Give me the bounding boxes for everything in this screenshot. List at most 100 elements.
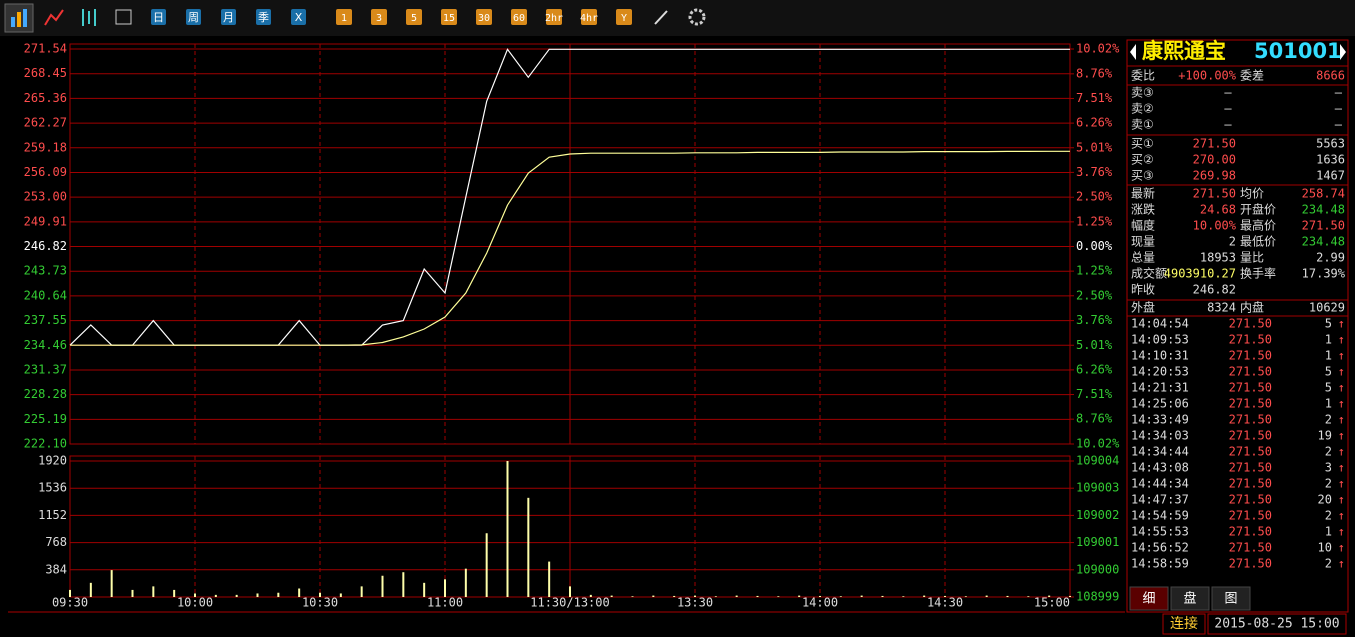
trade-price: 271.50 bbox=[1229, 429, 1272, 443]
minute-label[interactable]: 5 bbox=[411, 13, 417, 24]
minute-label[interactable]: 2hr bbox=[545, 13, 563, 24]
trade-time: 14:09:53 bbox=[1131, 333, 1189, 347]
trade-price: 271.50 bbox=[1229, 461, 1272, 475]
y2-tick-label: 2.50% bbox=[1076, 288, 1113, 302]
trade-time: 14:54:59 bbox=[1131, 509, 1189, 523]
trade-volume: 1 bbox=[1325, 525, 1332, 539]
period-button[interactable] bbox=[151, 9, 166, 25]
trade-price: 271.50 bbox=[1229, 541, 1272, 555]
minute-button[interactable] bbox=[581, 9, 597, 25]
x-tick-label: 14:30 bbox=[927, 596, 963, 610]
volume-bar bbox=[360, 586, 363, 597]
icon-candle[interactable] bbox=[82, 9, 96, 26]
tab[interactable] bbox=[1211, 586, 1251, 611]
bid-volume: 1467 bbox=[1316, 169, 1345, 183]
trade-time: 14:04:54 bbox=[1131, 317, 1189, 331]
minute-button[interactable] bbox=[371, 9, 387, 25]
trade-time: 14:58:59 bbox=[1131, 557, 1189, 571]
trade-direction: ↑ bbox=[1338, 349, 1345, 363]
field-label: 开盘价 bbox=[1240, 202, 1276, 217]
minute-label[interactable]: 30 bbox=[478, 13, 490, 24]
period-label[interactable]: 季 bbox=[258, 11, 269, 24]
field-value: 234.48 bbox=[1302, 235, 1345, 249]
minute-button[interactable] bbox=[546, 9, 562, 25]
trade-time: 14:56:52 bbox=[1131, 541, 1189, 555]
icon-line[interactable] bbox=[44, 9, 64, 26]
minute-button[interactable] bbox=[476, 9, 492, 25]
volume-bar bbox=[69, 589, 71, 597]
icon-gear[interactable] bbox=[688, 8, 706, 26]
minute-button[interactable] bbox=[336, 9, 352, 25]
ask-volume: — bbox=[1335, 102, 1343, 116]
y-tick-label: 262.27 bbox=[24, 116, 67, 130]
next-arrow[interactable] bbox=[1340, 44, 1346, 60]
volume-bar bbox=[173, 589, 176, 597]
ask-volume: — bbox=[1335, 118, 1343, 132]
volume-bar bbox=[214, 594, 217, 597]
period-button[interactable] bbox=[221, 9, 236, 25]
tab-label[interactable]: 盘 bbox=[1183, 591, 1196, 607]
field-label: 均价 bbox=[1240, 187, 1264, 201]
tab[interactable] bbox=[1129, 586, 1169, 611]
x-tick-label: 11:00 bbox=[427, 596, 463, 610]
trade-volume: 19 bbox=[1318, 429, 1332, 443]
prev-arrow[interactable] bbox=[1130, 44, 1136, 60]
ask-price: — bbox=[1224, 86, 1232, 100]
volume-bar bbox=[1006, 595, 1009, 597]
minute-button[interactable] bbox=[406, 9, 422, 25]
period-label[interactable]: 日 bbox=[153, 11, 164, 24]
bid-volume: 1636 bbox=[1316, 153, 1345, 167]
ask-label: 卖② bbox=[1131, 102, 1154, 116]
y-tick-label: 243.73 bbox=[24, 264, 67, 278]
period-button[interactable] bbox=[291, 9, 306, 25]
y2-tick-label: 10.02% bbox=[1076, 437, 1120, 451]
trade-direction: ↑ bbox=[1338, 365, 1345, 379]
y-tick-label: 246.82 bbox=[24, 239, 67, 253]
tab[interactable] bbox=[1170, 586, 1210, 611]
period-label[interactable]: 周 bbox=[188, 11, 199, 24]
y2-tick-label: 2.50% bbox=[1076, 190, 1113, 204]
field-label: 量比 bbox=[1240, 251, 1264, 265]
bid-price: 270.00 bbox=[1193, 153, 1236, 167]
field-label: 换手率 bbox=[1240, 266, 1276, 281]
y2-tick-label: 5.01% bbox=[1076, 338, 1113, 352]
y2-tick-label: 10.02% bbox=[1076, 42, 1120, 56]
period-label[interactable]: X bbox=[295, 11, 303, 24]
trade-price: 271.50 bbox=[1229, 525, 1272, 539]
minute-button[interactable] bbox=[511, 9, 527, 25]
field-label: 最高价 bbox=[1240, 218, 1276, 233]
price-line bbox=[70, 150, 1070, 346]
trade-direction: ↑ bbox=[1338, 333, 1345, 347]
y-tick-label: 271.54 bbox=[24, 42, 67, 56]
period-button[interactable] bbox=[186, 9, 201, 25]
x-tick-label: 09:30 bbox=[52, 596, 88, 610]
tab-label[interactable]: 细 bbox=[1142, 592, 1155, 607]
tab-label[interactable]: 图 bbox=[1224, 592, 1237, 607]
period-button[interactable] bbox=[256, 9, 271, 25]
minute-label[interactable]: 4hr bbox=[580, 13, 598, 24]
minute-button[interactable] bbox=[441, 9, 457, 25]
minute-label[interactable]: 15 bbox=[443, 13, 455, 24]
y-tick-label: 1536 bbox=[38, 481, 67, 495]
field-label: 最低价 bbox=[1240, 235, 1276, 249]
bid-label: 买① bbox=[1131, 137, 1154, 151]
minute-label[interactable]: 3 bbox=[376, 13, 382, 24]
period-label[interactable]: 月 bbox=[223, 11, 234, 24]
field-value: 17.39% bbox=[1302, 267, 1346, 281]
minute-label[interactable]: Y bbox=[621, 13, 627, 24]
icon-calendar[interactable] bbox=[115, 9, 132, 25]
trade-volume: 2 bbox=[1325, 477, 1332, 491]
icon-pencil[interactable] bbox=[654, 10, 668, 25]
minute-button[interactable] bbox=[616, 9, 632, 25]
volume-bar bbox=[777, 596, 780, 597]
trade-price: 271.50 bbox=[1229, 509, 1272, 523]
trade-volume: 5 bbox=[1325, 381, 1332, 395]
field-value: 2.99 bbox=[1316, 251, 1345, 265]
y2-tick-label: 109000 bbox=[1076, 562, 1119, 576]
field-value: 234.48 bbox=[1302, 203, 1345, 217]
minute-label[interactable]: 60 bbox=[513, 13, 525, 24]
trade-direction: ↑ bbox=[1338, 381, 1345, 395]
minute-label[interactable]: 1 bbox=[341, 13, 347, 24]
y-tick-label: 1152 bbox=[38, 508, 67, 522]
